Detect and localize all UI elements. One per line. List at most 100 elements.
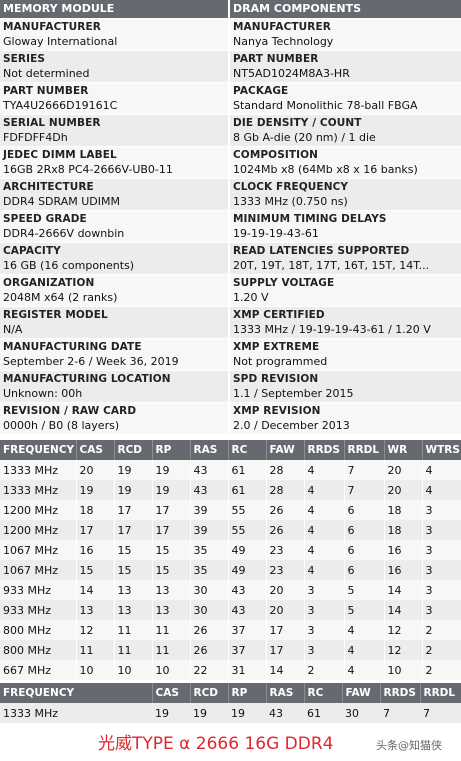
timing-column-header: RCD xyxy=(114,440,153,460)
timing-cell: 4 xyxy=(304,460,345,480)
spec-value: FDFDFF4Dh xyxy=(3,131,68,144)
timing-row: 800 MHz 12 11 11 26 37 17 3 4 12 2 xyxy=(0,620,461,640)
spec-value: TYA4U2666D19161C xyxy=(3,99,118,112)
right-spec-cell: PART NUMBER NT5AD1024M8A3-HR xyxy=(230,51,461,82)
timing-cell: 3 xyxy=(304,600,345,620)
left-spec-cell: SPEED GRADE DDR4-2666V downbin xyxy=(0,211,230,242)
timing-cell: 61 xyxy=(228,460,267,480)
timing-cell: 4 xyxy=(344,660,385,680)
watermark-text: 头条@知猫侠 xyxy=(376,739,442,752)
timing-cell: 16 xyxy=(76,540,115,560)
spec-row: ORGANIZATION 2048M x64 (2 ranks) SUPPLY VO… xyxy=(0,274,461,306)
spec-label: PACKAGE xyxy=(233,85,289,97)
timing-table: FREQUENCY CAS RCD RP RAS RC FAW RRDS RRDL WR WTRS … xyxy=(0,440,461,680)
timing-column-header: WTRS xyxy=(422,440,461,460)
spec-row: REGISTER MODEL N/A XMP CERTIFIED 1333 MHz /… xyxy=(0,306,461,338)
spec-row: SERIAL NUMBER FDFDFF4Dh DIE DENSITY / COUN… xyxy=(0,114,461,146)
timing-cell: 18 xyxy=(384,520,423,540)
xmp-column-header: RP xyxy=(228,683,267,703)
timing-cell: 12 xyxy=(384,640,423,660)
timing-cell: 6 xyxy=(344,560,385,580)
right-spec-cell: MANUFACTURER Nanya Technology xyxy=(230,19,461,50)
timing-cell: 3 xyxy=(304,640,345,660)
timing-cell: 3 xyxy=(422,560,461,580)
timing-cell: 1333 MHz xyxy=(0,480,77,500)
timing-cell: 26 xyxy=(266,520,305,540)
left-spec-cell: MANUFACTURING LOCATION Unknown: 00h xyxy=(0,371,230,402)
timing-column-header: RRDL xyxy=(344,440,385,460)
timing-cell: 4 xyxy=(304,560,345,580)
timing-cell: 19 xyxy=(152,480,191,500)
xmp-cell: 30 xyxy=(342,703,380,723)
timing-cell: 2 xyxy=(422,620,461,640)
timing-cell: 10 xyxy=(114,660,153,680)
timing-cell: 16 xyxy=(384,560,423,580)
watermark: 头条@知猫侠 xyxy=(376,737,442,753)
timing-cell: 2 xyxy=(422,640,461,660)
left-spec-cell: MANUFACTURER Gloway International xyxy=(0,19,230,50)
left-spec-cell: REVISION / RAW CARD 0000h / B0 (8 layers) xyxy=(0,403,230,434)
timing-cell: 3 xyxy=(422,540,461,560)
timing-cell: 17 xyxy=(266,640,305,660)
right-spec-cell: XMP CERTIFIED 1333 MHz / 19-19-19-43-61 /… xyxy=(230,307,461,338)
timing-cell: 39 xyxy=(190,500,229,520)
spec-value: 8 Gb A-die (20 nm) / 1 die xyxy=(233,131,376,144)
dram-components-header: DRAM COMPONENTS xyxy=(230,0,461,18)
spec-value: 0000h / B0 (8 layers) xyxy=(3,419,120,432)
timing-cell: 39 xyxy=(190,520,229,540)
spec-label: ARCHITECTURE xyxy=(3,181,94,193)
timing-cell: 14 xyxy=(266,660,305,680)
spec-value: Not determined xyxy=(3,67,90,80)
timing-cell: 37 xyxy=(228,620,267,640)
timing-cell: 35 xyxy=(190,540,229,560)
spec-row: CAPACITY 16 GB (16 components) READ LATENC… xyxy=(0,242,461,274)
xmp-cell: 61 xyxy=(304,703,342,723)
timing-cell: 55 xyxy=(228,500,267,520)
timing-cell: 3 xyxy=(422,520,461,540)
left-spec-cell: ARCHITECTURE DDR4 SDRAM UDIMM xyxy=(0,179,230,210)
timing-cell: 11 xyxy=(114,640,153,660)
timing-header-row: FREQUENCY CAS RCD RP RAS RC FAW RRDS RRDL WR WTRS xyxy=(0,440,461,460)
timing-cell: 4 xyxy=(422,460,461,480)
spec-label: MANUFACTURING DATE xyxy=(3,341,142,353)
timing-cell: 800 MHz xyxy=(0,620,77,640)
timing-cell: 1333 MHz xyxy=(0,460,77,480)
spec-label: PART NUMBER xyxy=(3,85,89,97)
timing-cell: 3 xyxy=(422,580,461,600)
timing-cell: 4 xyxy=(344,640,385,660)
timing-cell: 11 xyxy=(76,640,115,660)
timing-cell: 3 xyxy=(304,620,345,640)
timing-cell: 3 xyxy=(422,500,461,520)
timing-cell: 7 xyxy=(344,480,385,500)
timing-column-header: RRDS xyxy=(304,440,345,460)
timing-cell: 6 xyxy=(344,500,385,520)
left-spec-cell: ORGANIZATION 2048M x64 (2 ranks) xyxy=(0,275,230,306)
spec-label: MANUFACTURER xyxy=(3,21,101,33)
right-spec-cell: SUPPLY VOLTAGE 1.20 V xyxy=(230,275,461,306)
spec-value: DDR4 SDRAM UDIMM xyxy=(3,195,120,208)
timing-cell: 3 xyxy=(422,600,461,620)
spec-value: Unknown: 00h xyxy=(3,387,83,400)
timing-cell: 22 xyxy=(190,660,229,680)
spec-value: 16GB 2Rx8 PC4-2666V-UB0-11 xyxy=(3,163,173,176)
timing-cell: 667 MHz xyxy=(0,660,77,680)
timing-cell: 15 xyxy=(114,560,153,580)
timing-cell: 20 xyxy=(384,480,423,500)
timing-cell: 1200 MHz xyxy=(0,500,77,520)
timing-cell: 15 xyxy=(152,540,191,560)
spec-value: Nanya Technology xyxy=(233,35,334,48)
timing-cell: 20 xyxy=(266,600,305,620)
timing-cell: 17 xyxy=(152,520,191,540)
spec-value: 1024Mb x8 (64Mb x8 x 16 banks) xyxy=(233,163,418,176)
timing-cell: 16 xyxy=(384,540,423,560)
timing-cell: 1200 MHz xyxy=(0,520,77,540)
timing-column-header: FREQUENCY xyxy=(0,440,77,460)
timing-cell: 31 xyxy=(228,660,267,680)
right-spec-cell: CLOCK FREQUENCY 1333 MHz (0.750 ns) xyxy=(230,179,461,210)
timing-cell: 5 xyxy=(344,580,385,600)
xmp-cell: 1333 MHz xyxy=(0,703,152,723)
spec-label: COMPOSITION xyxy=(233,149,319,161)
timing-cell: 26 xyxy=(190,640,229,660)
timing-cell: 14 xyxy=(384,600,423,620)
timing-cell: 19 xyxy=(114,460,153,480)
